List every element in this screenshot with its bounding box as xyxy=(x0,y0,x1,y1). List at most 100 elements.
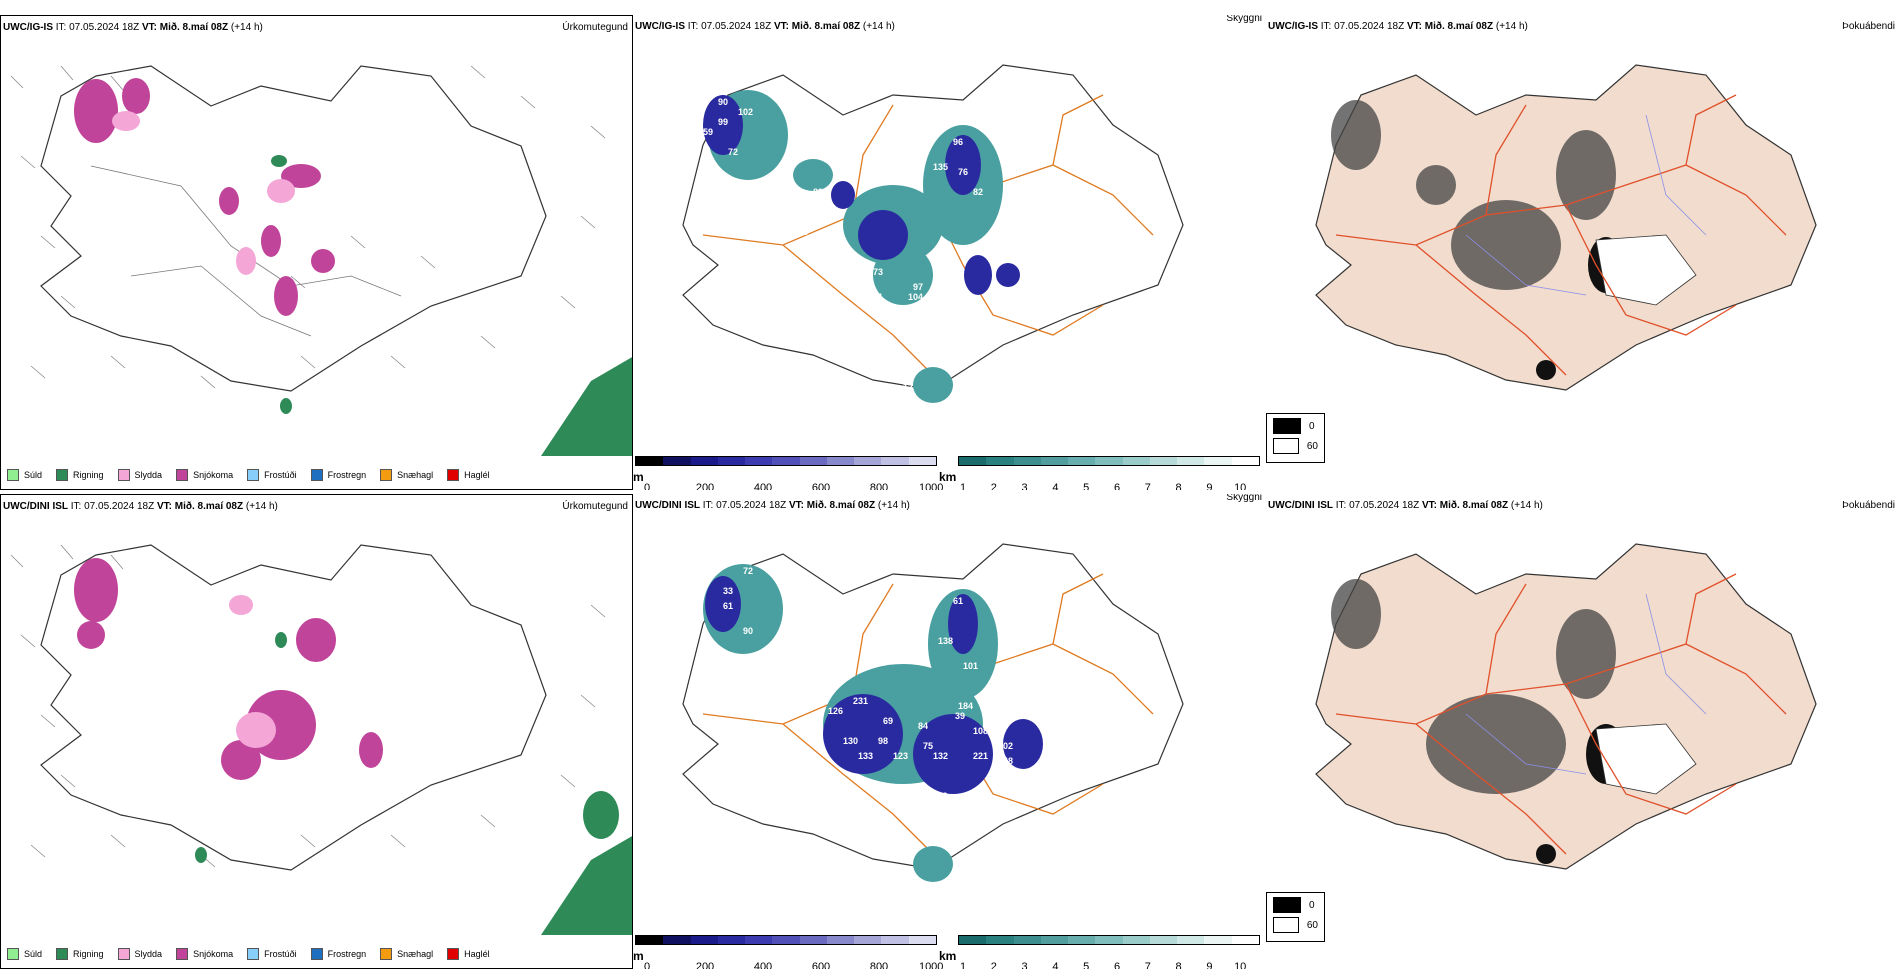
colorbar-bin xyxy=(1149,936,1178,944)
svg-text:75: 75 xyxy=(923,741,933,751)
model-name: UWC/IG-IS xyxy=(3,22,53,33)
tick-label: 9 xyxy=(1206,961,1213,969)
colorbar-bin xyxy=(1122,936,1150,944)
svg-text:89: 89 xyxy=(813,187,823,197)
panel-title: Úrkomutegund xyxy=(562,501,628,512)
fog-legend-row: 0 xyxy=(1273,897,1318,913)
swatch xyxy=(310,469,323,481)
panel-title: Skyggni xyxy=(1226,494,1262,503)
colorbar-bin xyxy=(717,936,746,944)
svg-text:77: 77 xyxy=(833,317,843,327)
swatch xyxy=(1273,917,1299,933)
svg-text:133: 133 xyxy=(858,751,873,761)
svg-text:101: 101 xyxy=(963,661,978,671)
svg-text:61: 61 xyxy=(953,596,963,606)
colorbar-bin xyxy=(1149,457,1178,465)
iceland-fog-map xyxy=(1315,64,1817,391)
tick-label: 10 xyxy=(1234,482,1247,490)
panel-title: Þokuábendi xyxy=(1842,500,1895,511)
vt-value: Mið. 8.maí 08Z xyxy=(174,501,244,512)
svg-text:96: 96 xyxy=(893,362,903,372)
lead-time: (+14 h) xyxy=(1510,500,1543,511)
iceland-clouds-map: 12 72 33 61 90 61 138 101 184 231 126 69… xyxy=(682,543,1184,882)
colorbar-bin xyxy=(1040,457,1069,465)
svg-text:135: 135 xyxy=(933,162,948,172)
svg-text:112: 112 xyxy=(933,791,948,801)
vt-label: VT: xyxy=(773,21,789,32)
it-value: 07.05.2024 18Z xyxy=(1349,500,1420,511)
legend-item: Snæhagl xyxy=(380,469,433,481)
colorbar-bin xyxy=(799,936,827,944)
legend-item: Frostregn xyxy=(310,469,366,481)
panel-row2-clouds: UWC/DINI ISL IT: 07.05.2024 18Z VT: Mið.… xyxy=(633,494,1266,969)
svg-text:123: 123 xyxy=(893,751,908,761)
colorbar-bin xyxy=(1068,457,1096,465)
iceland-ptype-map xyxy=(10,544,632,935)
svg-text:72: 72 xyxy=(728,147,738,157)
svg-text:84: 84 xyxy=(918,721,928,731)
colorbar-bin xyxy=(826,457,855,465)
colorbar-m xyxy=(635,456,937,466)
svg-text:69: 69 xyxy=(883,716,893,726)
tick-label: 8 xyxy=(1175,961,1182,969)
colorbar-bin xyxy=(663,457,691,465)
tick-label: 600 xyxy=(811,961,831,969)
tick-label: 0 xyxy=(643,482,651,490)
colorbar-bin xyxy=(959,457,987,465)
swatch xyxy=(176,469,189,481)
colorbar-bin xyxy=(959,936,987,944)
svg-text:102: 102 xyxy=(738,107,753,117)
tick-label: 400 xyxy=(753,482,773,490)
model-name: UWC/DINI ISL xyxy=(1268,500,1333,511)
colorbar-bin xyxy=(1095,936,1123,944)
it-value: 07.05.2024 18Z xyxy=(716,500,787,511)
colorbar-bin xyxy=(1231,457,1259,465)
tick-label: 200 xyxy=(695,482,715,490)
tick-label: 5 xyxy=(1083,961,1090,969)
tick-label: 200 xyxy=(695,961,715,969)
svg-text:165: 165 xyxy=(888,786,903,796)
colorbar-bin xyxy=(745,936,773,944)
vt-label: VT: xyxy=(1421,500,1437,511)
tick-label: 7 xyxy=(1144,961,1151,969)
svg-text:56: 56 xyxy=(863,282,873,292)
svg-text:126: 126 xyxy=(828,706,843,716)
colorbar-bin xyxy=(1068,936,1096,944)
colorbar-bin xyxy=(854,457,882,465)
colorbar-km xyxy=(958,935,1260,945)
svg-text:12: 12 xyxy=(728,546,738,556)
svg-text:76: 76 xyxy=(958,167,968,177)
vt-value: Mið. 8.maí 08Z xyxy=(806,500,876,511)
svg-text:59: 59 xyxy=(703,127,713,137)
svg-text:91: 91 xyxy=(938,272,948,282)
panel-row1-clouds: UWC/IG-IS IT: 07.05.2024 18Z VT: Mið. 8.… xyxy=(633,15,1266,490)
tick-label: 3 xyxy=(1021,482,1028,490)
model-name: UWC/IG-IS xyxy=(635,21,685,32)
tick-label: 4 xyxy=(1052,961,1059,969)
panel-row1-ptype: UWC/IG-IS IT: 07.05.2024 18Z VT: Mið. 8.… xyxy=(0,15,633,490)
swatch xyxy=(117,469,130,481)
colorbar-bin xyxy=(1177,457,1205,465)
colorbar-bin xyxy=(745,457,773,465)
svg-text:31: 31 xyxy=(873,292,883,302)
vt-value: Mið. 8.maí 08Z xyxy=(159,22,229,33)
colorbar-bin xyxy=(1204,936,1232,944)
svg-text:72: 72 xyxy=(743,566,753,576)
iceland-clouds-map: 21 90 102 99 59 72 89 78 135 76 96 82 63… xyxy=(682,64,1184,412)
svg-text:102: 102 xyxy=(998,741,1013,751)
colorbar-bin xyxy=(826,936,855,944)
svg-text:221: 221 xyxy=(973,751,988,761)
tick-label: 4 xyxy=(1052,482,1059,490)
svg-text:231: 231 xyxy=(853,696,868,706)
tick-label: 3 xyxy=(1021,961,1028,969)
fog-legend: 0 60 xyxy=(1266,413,1325,463)
vt-label: VT: xyxy=(156,501,172,512)
colorbar-m-unit: m xyxy=(633,949,644,963)
lead-time: (+14 h) xyxy=(245,501,278,512)
vt-value: Mið. 8.maí 08Z xyxy=(791,21,861,32)
panel-header: UWC/IG-IS IT: 07.05.2024 18Z VT: Mið. 8.… xyxy=(3,22,628,36)
colorbar-km-unit: km xyxy=(939,949,957,963)
it-label: IT: xyxy=(1320,21,1332,32)
panel-row1-fog: UWC/IG-IS IT: 07.05.2024 18Z VT: Mið. 8.… xyxy=(1266,15,1899,490)
colorbar-bin xyxy=(986,457,1014,465)
